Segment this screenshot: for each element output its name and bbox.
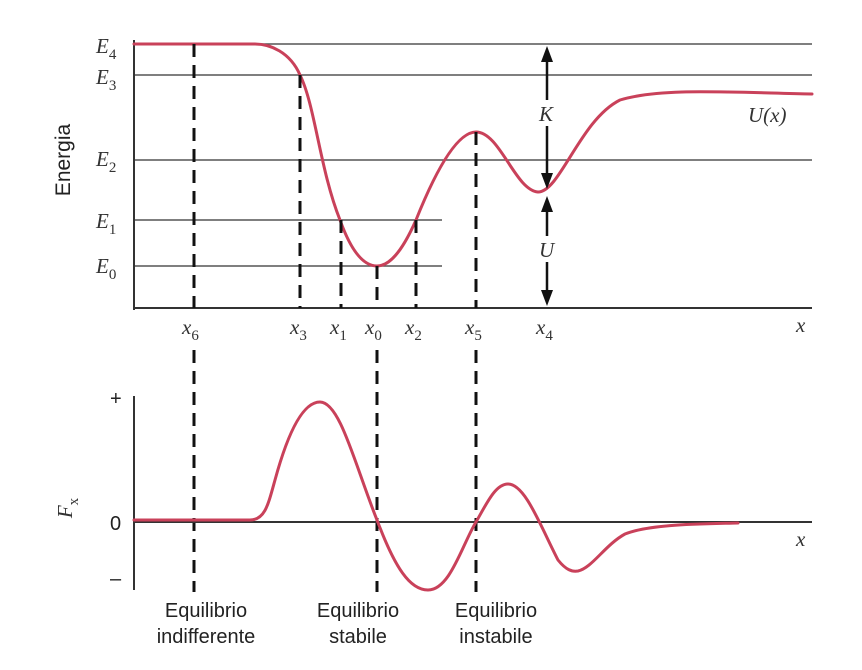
level-label-e1: E1 (95, 209, 116, 238)
kinetic-label: K (538, 102, 554, 126)
x0-label: x0 (364, 315, 382, 344)
caption-stable-line1: Equilibrio (317, 600, 399, 622)
level-label-e3: E3 (95, 65, 116, 94)
x3-label: x3 (289, 315, 307, 344)
x6-label: x6 (181, 315, 199, 344)
potential-label: U (539, 238, 556, 262)
kinetic-label-bg (536, 100, 558, 126)
level-label-e4: E4 (95, 34, 117, 63)
force-x-axis-label: x (795, 527, 806, 551)
kinetic-arrow-bottom-head (541, 173, 553, 189)
equilibrium-captions: Equilibrio indifferente Equilibrio stabi… (157, 600, 537, 648)
caption-unstable-line2: instabile (459, 626, 532, 648)
x5-label: x5 (464, 315, 482, 344)
top-dashed-lines (192, 44, 478, 308)
caption-unstable-line1: Equilibrio (455, 600, 537, 622)
caption-neutral-line2: indifferente (157, 626, 256, 648)
level-label-e2: E2 (95, 147, 116, 176)
kinetic-arrow-top-head (541, 46, 553, 62)
energy-x-axis-label: x (795, 313, 806, 337)
level-label-e0: E0 (95, 254, 116, 283)
force-curve (132, 400, 740, 592)
force-tick-minus: – (110, 568, 122, 590)
curve-label: U(x) (748, 103, 786, 127)
energy-plot: E4 E3 E2 E1 E0 Energia U(x) x6 x3 x1 x0 … (52, 34, 814, 344)
energy-axis-label: Energia (52, 123, 75, 196)
force-tick-plus: + (110, 388, 122, 410)
force-plot: + 0 – Fx x (53, 388, 812, 592)
force-axis-label: Fx (53, 497, 82, 519)
potential-curve (132, 42, 814, 268)
caption-stable-line2: stabile (329, 626, 387, 648)
potential-arrow-top-head (541, 196, 553, 212)
force-tick-zero: 0 (110, 513, 121, 535)
x2-label: x2 (404, 315, 422, 344)
potential-label-bg (536, 236, 558, 262)
caption-neutral-line1: Equilibrio (165, 600, 247, 622)
potential-arrow-bottom-head (541, 290, 553, 306)
x4-label: x4 (535, 315, 553, 344)
bottom-dashed-lines (192, 350, 478, 592)
x1-label: x1 (329, 315, 347, 344)
